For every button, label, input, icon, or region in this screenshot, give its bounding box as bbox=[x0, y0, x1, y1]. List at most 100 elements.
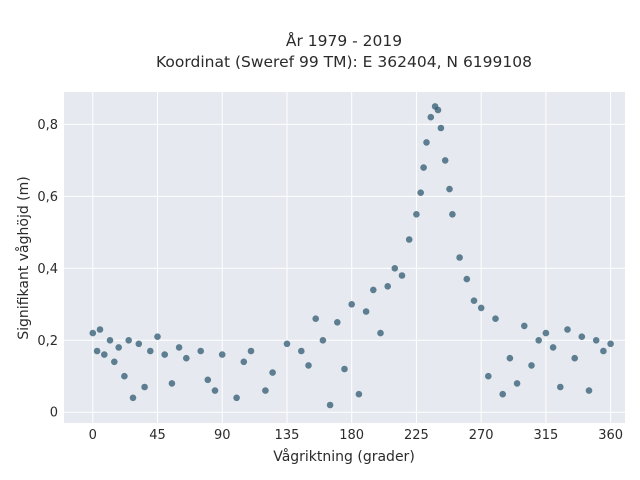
data-point bbox=[129, 394, 137, 402]
data-point bbox=[183, 354, 190, 362]
data-point bbox=[247, 347, 255, 355]
data-point bbox=[549, 344, 557, 351]
data-point bbox=[477, 304, 485, 312]
data-point bbox=[161, 351, 168, 358]
data-point bbox=[96, 326, 104, 333]
data-point bbox=[564, 326, 571, 333]
data-point bbox=[578, 333, 586, 341]
data-point bbox=[115, 344, 122, 351]
data-point bbox=[154, 333, 161, 341]
x-tick-label: 90 bbox=[214, 428, 231, 443]
data-point bbox=[240, 358, 248, 366]
data-point bbox=[499, 390, 507, 398]
x-tick-label: 180 bbox=[339, 428, 364, 443]
chart-title-line-2: Koordinat (Sweref 99 TM): E 362404, N 61… bbox=[156, 53, 532, 71]
data-point bbox=[592, 337, 600, 344]
data-point bbox=[557, 383, 564, 391]
data-point bbox=[334, 319, 341, 326]
y-tick-label: 0,6 bbox=[37, 190, 58, 205]
data-point bbox=[269, 369, 276, 376]
x-tick-label: 360 bbox=[598, 428, 623, 443]
data-point bbox=[370, 286, 377, 294]
data-point bbox=[434, 106, 442, 114]
x-tick-label: 0 bbox=[89, 428, 97, 443]
data-point bbox=[121, 372, 128, 380]
y-tick-label: 0,2 bbox=[37, 334, 58, 349]
data-point bbox=[398, 272, 406, 279]
x-tick-label: 225 bbox=[404, 428, 429, 443]
data-point bbox=[348, 301, 356, 308]
data-point bbox=[420, 164, 427, 171]
data-point bbox=[197, 347, 204, 355]
data-point bbox=[218, 351, 226, 358]
data-point bbox=[413, 211, 420, 218]
gridlines bbox=[64, 92, 625, 423]
data-point bbox=[101, 351, 108, 358]
data-point bbox=[175, 344, 183, 351]
data-point bbox=[135, 340, 143, 348]
data-point bbox=[89, 329, 97, 337]
data-point bbox=[312, 315, 320, 323]
data-points bbox=[89, 103, 614, 409]
x-axis-title: Vågriktning (grader) bbox=[273, 448, 415, 465]
data-point bbox=[585, 387, 593, 394]
data-point bbox=[93, 347, 101, 355]
data-point bbox=[377, 329, 384, 337]
data-point bbox=[147, 347, 154, 355]
data-point bbox=[298, 347, 305, 355]
chart-title-line-1: År 1979 - 2019 bbox=[286, 31, 402, 50]
data-point bbox=[233, 394, 240, 402]
data-point bbox=[319, 337, 327, 344]
data-point bbox=[427, 113, 435, 121]
data-point bbox=[417, 189, 425, 196]
data-point bbox=[607, 340, 614, 348]
plot-area bbox=[64, 92, 625, 423]
y-tick-label: 0 bbox=[50, 406, 58, 421]
data-point bbox=[485, 372, 492, 380]
data-point bbox=[470, 297, 478, 305]
data-point bbox=[506, 354, 514, 362]
data-point bbox=[355, 390, 363, 398]
data-point bbox=[513, 380, 521, 387]
data-point bbox=[405, 236, 413, 243]
y-axis-title: Signifikant våghöjd (m) bbox=[15, 176, 32, 339]
data-point bbox=[456, 254, 463, 261]
data-point bbox=[463, 275, 471, 283]
data-point bbox=[492, 315, 499, 323]
data-point bbox=[125, 337, 132, 344]
data-point bbox=[521, 322, 528, 330]
x-tick-label: 270 bbox=[469, 428, 494, 443]
data-point bbox=[168, 380, 176, 387]
data-point bbox=[141, 383, 148, 391]
y-tick-labels: 0 0,2 0,4 0,6 0,8 bbox=[37, 118, 58, 421]
y-tick-label: 0,8 bbox=[37, 118, 58, 133]
data-point bbox=[262, 387, 269, 394]
data-point bbox=[437, 124, 445, 132]
data-point bbox=[528, 362, 535, 369]
data-point bbox=[211, 387, 219, 394]
y-tick-label: 0,4 bbox=[37, 262, 58, 277]
data-point bbox=[535, 337, 542, 344]
data-point bbox=[204, 376, 212, 384]
data-point bbox=[600, 347, 607, 355]
data-point bbox=[571, 354, 578, 362]
data-point bbox=[111, 358, 118, 366]
data-point bbox=[449, 211, 456, 218]
x-tick-label: 45 bbox=[149, 428, 166, 443]
data-point bbox=[305, 362, 312, 369]
data-point bbox=[326, 401, 334, 409]
data-point bbox=[542, 329, 550, 337]
data-point bbox=[446, 185, 453, 193]
data-point bbox=[423, 139, 430, 146]
data-point bbox=[441, 157, 449, 164]
x-tick-label: 315 bbox=[533, 428, 558, 443]
data-point bbox=[341, 365, 348, 373]
data-point bbox=[391, 265, 399, 272]
x-tick-labels: 0 45 90 135 180 225 270 315 360 bbox=[89, 428, 623, 443]
data-point bbox=[384, 283, 392, 290]
data-point bbox=[106, 337, 114, 344]
data-point bbox=[362, 308, 370, 315]
x-tick-label: 135 bbox=[275, 428, 300, 443]
data-point bbox=[283, 340, 291, 348]
